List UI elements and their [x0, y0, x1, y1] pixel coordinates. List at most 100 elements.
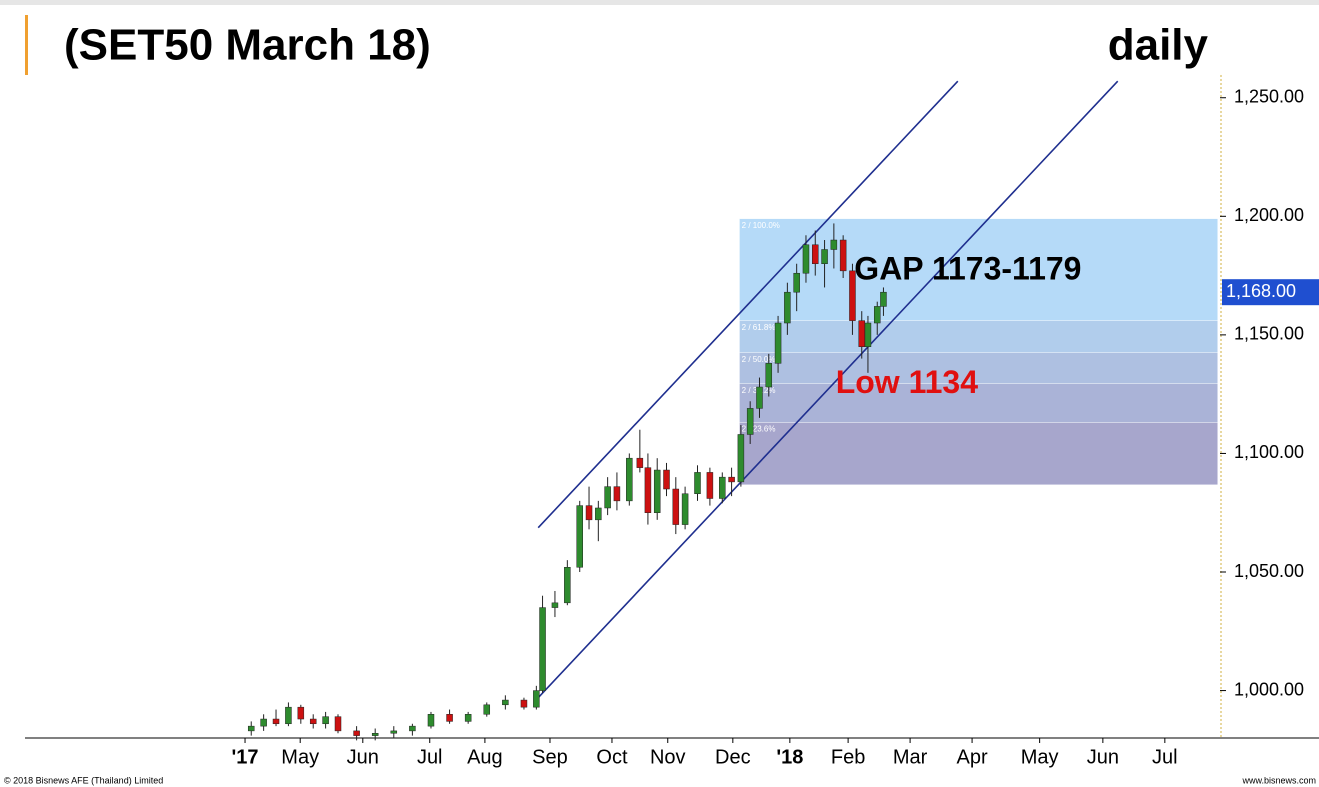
- candle-body: [880, 291, 887, 307]
- candle-body: [793, 272, 800, 293]
- candle-body: [746, 408, 754, 435]
- x-tick-label: Jun: [347, 746, 379, 768]
- candle-body: [774, 322, 782, 364]
- trendline: [537, 80, 959, 529]
- x-tick-label: '17: [232, 746, 259, 768]
- candle-body: [839, 239, 847, 272]
- x-tick-label: Feb: [831, 746, 865, 768]
- candle-body: [644, 467, 652, 513]
- candle-body: [663, 469, 670, 490]
- candle-body: [626, 457, 633, 502]
- annotation: Low 1134: [836, 364, 979, 400]
- chart-subtitle: daily: [1108, 21, 1209, 70]
- candle-body: [247, 725, 255, 732]
- x-tick-label: Aug: [467, 746, 503, 768]
- candle-body: [353, 730, 360, 736]
- candle-body: [864, 322, 872, 347]
- candle-body: [672, 488, 680, 525]
- candle-body: [706, 472, 714, 499]
- candle-body: [830, 239, 838, 250]
- candle-body: [260, 718, 267, 727]
- x-tick-label: Jul: [417, 746, 443, 768]
- candle-body: [636, 457, 644, 468]
- x-tick-label: Jul: [1152, 746, 1178, 768]
- x-tick-label: Sep: [532, 746, 568, 768]
- candle-body: [576, 505, 583, 568]
- y-tick-label: 1,050.00: [1234, 561, 1304, 581]
- annotation: GAP 1173-1179: [854, 250, 1081, 286]
- candle-body: [446, 714, 453, 722]
- candle-body: [728, 476, 735, 483]
- footer-left: © 2018 Bisnews AFE (Thailand) Limited: [4, 775, 163, 785]
- chart-title: (SET50 March 18): [64, 21, 431, 70]
- candle-body: [613, 486, 621, 502]
- candle-body: [564, 567, 571, 604]
- x-tick-label: Dec: [715, 746, 751, 768]
- candle-body: [322, 716, 329, 725]
- candle-body: [821, 249, 828, 264]
- y-tick-label: 1,200.00: [1234, 205, 1304, 225]
- candle-body: [427, 714, 435, 727]
- y-tick-label: 1,100.00: [1234, 442, 1304, 462]
- candle-body: [849, 270, 856, 321]
- candle-body: [539, 607, 546, 691]
- fib-label: 2 / 23.6%: [742, 425, 776, 434]
- candle-body: [873, 306, 881, 324]
- last-price-box: [1222, 279, 1319, 306]
- candle-body: [272, 718, 280, 725]
- candle-body: [520, 699, 528, 708]
- fib-label: 2 / 50.0%: [742, 355, 776, 364]
- candle-body: [297, 706, 305, 720]
- candle-body: [483, 704, 491, 715]
- candle-body: [737, 434, 745, 483]
- title-accent: [25, 15, 28, 75]
- x-tick-label: May: [281, 746, 319, 768]
- x-tick-label: Oct: [596, 746, 628, 768]
- candle-body: [681, 493, 689, 525]
- candle-body: [390, 730, 398, 734]
- fib-label: 2 / 61.8%: [742, 323, 776, 332]
- fib-band: [739, 320, 1218, 353]
- candle-body: [756, 386, 763, 409]
- candle-body: [285, 706, 292, 725]
- candle-body: [784, 291, 791, 324]
- candle-body: [802, 244, 810, 274]
- trendline: [537, 80, 1119, 699]
- candle-body: [551, 602, 559, 608]
- candle-body: [595, 507, 602, 521]
- y-tick-label: 1,150.00: [1234, 324, 1304, 344]
- candle-body: [502, 699, 509, 706]
- candle-body: [585, 505, 593, 521]
- x-tick-label: Nov: [650, 746, 686, 768]
- fib-band: [739, 352, 1218, 384]
- x-tick-label: Apr: [957, 746, 988, 768]
- top-border: [0, 0, 1319, 5]
- candle-body: [653, 469, 661, 513]
- candle-body: [719, 476, 726, 499]
- y-tick-label: 1,000.00: [1234, 679, 1304, 699]
- candle-body: [858, 320, 865, 347]
- x-tick-label: May: [1021, 746, 1059, 768]
- candle-body: [694, 472, 701, 495]
- candle-body: [309, 718, 317, 725]
- candle-body: [812, 244, 819, 264]
- y-tick-label: 1,250.00: [1234, 86, 1304, 106]
- candle-body: [409, 725, 416, 732]
- fib-label: 2 / 0.0%: [742, 487, 771, 496]
- footer-right: www.bisnews.com: [1241, 775, 1316, 785]
- fib-band: [739, 383, 1218, 423]
- candle-body: [464, 714, 472, 722]
- candle-body: [765, 363, 773, 388]
- fib-label: 2 / 100.0%: [742, 221, 780, 230]
- x-tick-label: Mar: [893, 746, 928, 768]
- last-price-label: 1,168.00: [1226, 281, 1296, 301]
- candle-body: [334, 716, 342, 732]
- candle-body: [371, 733, 379, 736]
- x-tick-label: Jun: [1087, 746, 1119, 768]
- x-tick-label: '18: [776, 746, 803, 768]
- candle-body: [533, 690, 540, 708]
- candle-body: [604, 486, 611, 509]
- fib-band: [739, 422, 1218, 485]
- fib-band: [739, 218, 1218, 321]
